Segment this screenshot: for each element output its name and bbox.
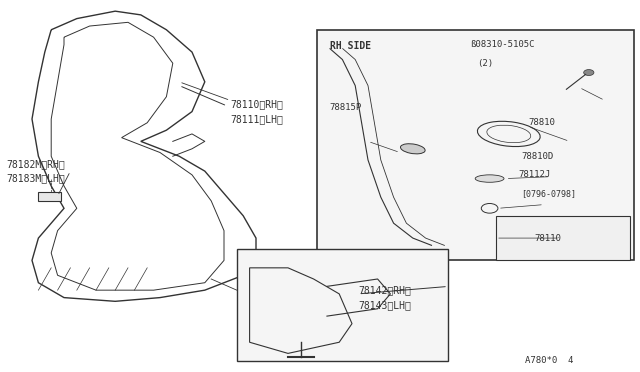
Text: 78815P: 78815P [330, 103, 362, 112]
Text: 78111〈LH〉: 78111〈LH〉 [230, 114, 284, 124]
Text: 78183M〈LH〉: 78183M〈LH〉 [6, 174, 65, 183]
Text: 78143〈LH〉: 78143〈LH〉 [358, 300, 412, 310]
Text: 78142〈RH〉: 78142〈RH〉 [358, 285, 412, 295]
Text: RH SIDE: RH SIDE [330, 41, 371, 51]
Text: 78110〈RH〉: 78110〈RH〉 [230, 99, 284, 109]
Bar [496, 216, 630, 260]
Text: 78110: 78110 [534, 234, 561, 243]
Text: A780*0  4: A780*0 4 [525, 356, 573, 365]
Text: [0796-0798]: [0796-0798] [522, 189, 577, 198]
Bar [317, 30, 634, 260]
FancyBboxPatch shape [38, 192, 61, 201]
Bar [237, 249, 448, 361]
Text: 78810: 78810 [528, 118, 555, 127]
Text: 78810D: 78810D [522, 152, 554, 161]
Text: 78112J: 78112J [518, 170, 550, 179]
Circle shape [584, 70, 594, 76]
Ellipse shape [476, 175, 504, 182]
Text: ß08310-5105C: ß08310-5105C [470, 40, 535, 49]
Text: 78182M〈RH〉: 78182M〈RH〉 [6, 159, 65, 169]
Text: (2): (2) [477, 59, 493, 68]
Ellipse shape [401, 144, 425, 154]
